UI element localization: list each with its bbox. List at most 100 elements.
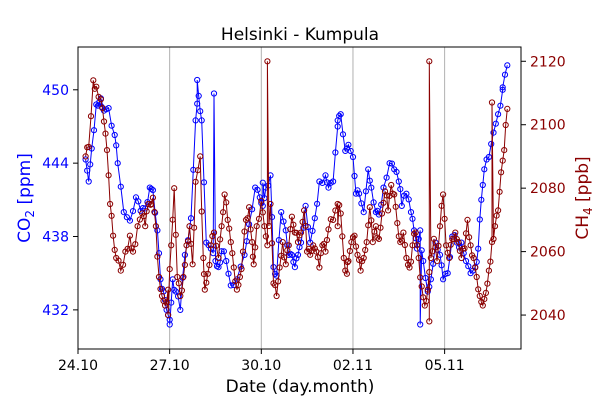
co2-point <box>254 186 261 193</box>
co2-point <box>316 178 323 185</box>
ch4-point <box>374 234 381 241</box>
co2-point <box>386 160 393 167</box>
left-axis-ticks: 432 438 444 450 <box>42 83 78 319</box>
ch4-point <box>115 257 122 264</box>
co2-point <box>187 215 195 222</box>
ch4-point <box>93 83 100 90</box>
ch4-point <box>299 218 306 225</box>
ch4-point <box>383 192 390 199</box>
co2-point <box>330 178 337 185</box>
right-axis-label-main: CH <box>573 215 593 240</box>
ch4-point <box>366 204 373 211</box>
co2-point <box>492 120 499 127</box>
ch4-point <box>436 223 444 230</box>
co2-point <box>195 92 202 100</box>
co2-point <box>345 141 352 148</box>
ch4-point <box>201 286 208 293</box>
co2-point <box>278 209 285 216</box>
ch4-point <box>223 199 230 206</box>
ch4-point <box>395 233 402 240</box>
ch4-point <box>124 245 131 252</box>
ch4-point <box>365 222 372 229</box>
ch4-point <box>412 229 419 236</box>
ch4-point <box>140 213 147 220</box>
ch4-point <box>447 241 454 248</box>
ch4-point <box>105 172 112 179</box>
ch4-point <box>482 289 489 296</box>
ch4-point <box>143 208 150 215</box>
ch4-point <box>152 223 159 230</box>
co2-point <box>420 257 427 265</box>
ch4-point <box>178 287 185 294</box>
left-axis-label-main: CO <box>15 218 35 243</box>
co2-point <box>475 245 482 252</box>
ch4-point <box>433 258 441 265</box>
co2-point <box>197 108 204 115</box>
co2-point <box>356 190 363 197</box>
ch4-point <box>297 229 305 236</box>
left-axis-label-sub: 2 <box>23 210 37 218</box>
right-tick-label: 2060 <box>530 245 566 261</box>
ch4-point <box>163 299 170 306</box>
right-axis-ticks: 2040 2060 2080 2100 2120 <box>521 54 566 324</box>
co2-point <box>120 209 127 216</box>
co2-point <box>354 187 361 194</box>
ch4-point <box>244 215 251 222</box>
co2-point <box>417 321 424 328</box>
ch4-point <box>204 270 211 277</box>
ch4-point <box>253 223 260 230</box>
ch4-point <box>360 254 367 262</box>
co2-point <box>366 177 373 184</box>
ch4-point <box>319 242 326 249</box>
ch4-point <box>224 216 231 223</box>
ch4-point <box>209 233 216 240</box>
ch4-point <box>273 292 280 300</box>
ch4-point <box>249 239 256 246</box>
co2-point <box>488 140 495 148</box>
ch4-point <box>126 232 133 239</box>
left-axis-label-unit: [ppm] <box>15 153 35 210</box>
co2-point <box>405 196 412 203</box>
ch4-point <box>285 242 292 249</box>
ch4-point <box>302 222 309 229</box>
ch4-point <box>346 247 353 255</box>
ch4-point <box>452 229 459 236</box>
ch4-point <box>411 230 418 237</box>
ch4-point <box>332 207 339 214</box>
ch4-point <box>169 216 176 223</box>
ch4-point <box>388 181 395 189</box>
ch4-point <box>252 244 259 251</box>
ch4-point <box>275 278 282 285</box>
co2-point <box>155 250 163 257</box>
ch4-point <box>426 269 433 276</box>
ch4-point <box>132 241 139 248</box>
ch4-point <box>427 254 434 262</box>
ch4-point <box>322 248 329 255</box>
left-axis-label: CO2 [ppm] <box>15 153 37 243</box>
ch4-point <box>441 215 448 222</box>
ch4-point <box>310 242 317 249</box>
co2-point <box>291 264 298 271</box>
ch4-point <box>343 270 350 277</box>
co2-point <box>210 90 218 97</box>
ch4-point <box>110 232 117 239</box>
co2-point <box>194 100 201 107</box>
co2-point <box>380 184 387 191</box>
ch4-point <box>142 223 149 230</box>
ch4-point <box>238 265 245 273</box>
co2-point <box>334 123 341 130</box>
ch4-point <box>380 199 387 206</box>
left-tick-label: 450 <box>42 83 69 99</box>
ch4-point <box>429 248 436 255</box>
x-tick-label: 05.11 <box>425 358 465 374</box>
ch4-point <box>227 239 234 246</box>
co2-point <box>108 122 115 129</box>
ch4-point <box>371 228 378 235</box>
co2-point <box>407 209 415 216</box>
co2-point <box>418 247 425 254</box>
ch4-point <box>467 242 474 249</box>
ch4-point <box>458 254 465 262</box>
ch4-point <box>221 191 228 198</box>
ch4-point <box>128 245 135 252</box>
co2-point <box>227 282 234 289</box>
